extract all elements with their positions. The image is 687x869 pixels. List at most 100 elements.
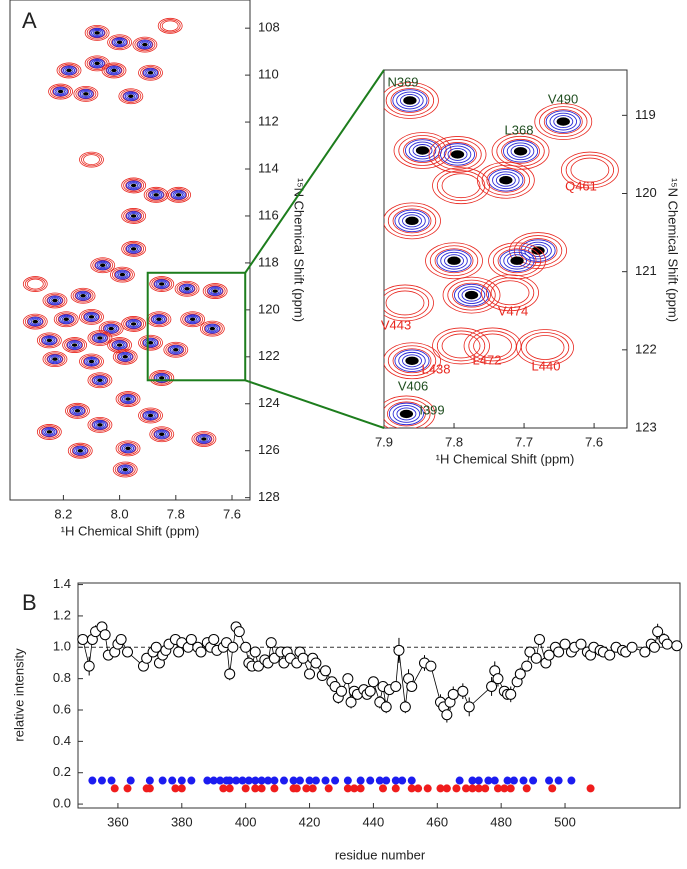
contour-red (501, 138, 540, 164)
residue-dot (398, 776, 407, 785)
y-tick-label: 124 (258, 395, 280, 410)
contour-blue (396, 407, 417, 421)
contour-red (166, 186, 192, 203)
residue-dot (257, 776, 266, 785)
residue-dot (168, 776, 177, 785)
contour-blue (92, 419, 108, 430)
contour-blue (151, 314, 167, 325)
peak (384, 342, 441, 380)
residue-dot (295, 776, 304, 785)
contour-blue (83, 356, 100, 367)
contour-blue (142, 410, 159, 421)
contour-red (48, 83, 73, 100)
contour-red (481, 164, 531, 196)
contour-core (122, 355, 129, 359)
peak (425, 242, 483, 280)
contour-core (212, 289, 218, 293)
contour-blue (98, 262, 108, 269)
x-tick-label: 460 (426, 814, 448, 829)
contour-red (52, 86, 69, 97)
contour-red (384, 202, 441, 240)
peak (384, 202, 441, 240)
data-point (575, 638, 587, 650)
contour-blue (116, 270, 129, 279)
contour-blue (503, 251, 531, 270)
contour-red (40, 334, 58, 346)
contour-red (497, 248, 537, 274)
contour-red (79, 309, 104, 325)
peak (67, 442, 93, 459)
residue-dot (484, 776, 493, 785)
y-axis-label: relative intensity (11, 648, 26, 742)
data-point (543, 649, 555, 661)
contour-red (81, 310, 102, 324)
residue-dot (366, 776, 375, 785)
contour-blue (114, 269, 131, 280)
contour-core (209, 326, 216, 331)
residue-dot (481, 784, 490, 793)
peak (393, 132, 452, 169)
data-point (195, 646, 207, 658)
data-point (304, 668, 316, 680)
peak (42, 292, 68, 309)
y-tick-label: 116 (258, 207, 279, 222)
peak (36, 332, 62, 349)
contour-core (125, 397, 131, 401)
contour-blue (388, 402, 424, 426)
residue-dot (493, 784, 502, 793)
contour-blue (186, 315, 199, 324)
contour-red (121, 316, 147, 332)
contour-red (429, 245, 479, 277)
y-tick-label: 119 (635, 107, 656, 122)
contour-blue (115, 342, 125, 349)
y-tick-label: 1.0 (53, 639, 71, 654)
contour-blue (123, 445, 133, 452)
x-tick-label: 400 (235, 814, 257, 829)
contour-core (184, 286, 190, 291)
contour-blue (392, 89, 428, 112)
contour-red (118, 88, 144, 105)
peak (199, 320, 225, 337)
contour-red (38, 333, 60, 348)
peak (110, 266, 135, 283)
contour-blue (50, 297, 60, 304)
contour-red (149, 276, 175, 292)
contour-blue (144, 68, 157, 77)
contour-blue (120, 353, 130, 360)
peak (138, 407, 163, 424)
residue-dot (356, 776, 365, 785)
contour-red (86, 56, 108, 71)
contour-core (189, 317, 196, 321)
contour-blue (60, 315, 73, 324)
contour-blue (95, 260, 111, 271)
contour-blue (399, 94, 420, 107)
contour-red (520, 332, 570, 363)
contour-blue (499, 249, 535, 272)
contour-blue (77, 291, 90, 300)
contour-blue (93, 334, 106, 342)
contour-red (123, 178, 145, 193)
x-axis-label: ¹H Chemical Shift (ppm) (61, 523, 200, 538)
contour-red (436, 330, 486, 362)
contour-blue (91, 59, 104, 68)
contour-red (384, 82, 439, 119)
y-tick-label: 108 (258, 20, 280, 35)
contour-red (114, 269, 131, 281)
contour-red (112, 348, 138, 365)
contour-red (121, 208, 147, 224)
contour-blue (113, 38, 126, 47)
contour-core (71, 343, 78, 347)
peak (384, 82, 439, 119)
contour-blue (443, 145, 472, 164)
contour-red (203, 323, 221, 335)
contour-blue (50, 356, 60, 363)
contour-red (142, 337, 159, 349)
residue-dot (490, 776, 499, 785)
contour-core (97, 336, 103, 340)
contour-blue (402, 214, 422, 228)
contour-blue (85, 312, 98, 321)
residue-dot (500, 784, 509, 793)
contour-red (67, 442, 93, 459)
contour-red (64, 338, 86, 352)
